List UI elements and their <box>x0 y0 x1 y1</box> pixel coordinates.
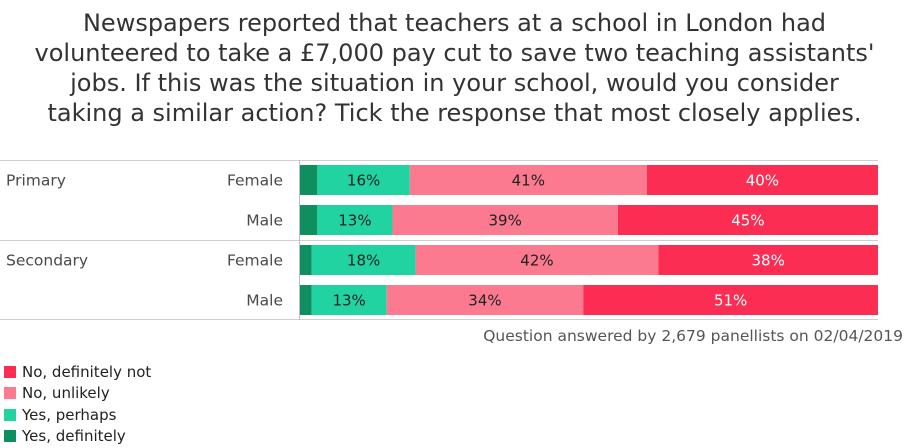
data-label: 38% <box>752 252 785 270</box>
bar-segment <box>386 285 584 315</box>
row-label: Female <box>227 252 283 270</box>
bar-segment <box>300 165 318 195</box>
data-label: 42% <box>520 252 553 270</box>
bar-segment <box>311 285 387 315</box>
legend-swatch <box>4 365 16 378</box>
bar-segment <box>583 285 878 315</box>
legend-item: No, definitely not <box>4 361 151 383</box>
bar-segment <box>409 165 647 195</box>
data-label: 39% <box>489 212 522 230</box>
bar-segment <box>392 205 618 235</box>
bar-segment <box>300 245 312 275</box>
title-line: volunteered to take a £7,000 pay cut to … <box>34 39 875 67</box>
chart-title: Newspapers reported that teachers at a s… <box>0 8 909 128</box>
data-label: 34% <box>468 292 501 310</box>
legend-swatch <box>4 387 16 400</box>
legend-label: No, definitely not <box>22 362 152 381</box>
title-line: jobs. If this was the situation in your … <box>70 69 839 97</box>
legend-label: No, unlikely <box>22 384 110 403</box>
group-label: Secondary <box>6 252 88 270</box>
bar-segment <box>300 205 318 235</box>
footnote: Question answered by 2,679 panellists on… <box>483 327 903 345</box>
data-label: 13% <box>338 212 371 230</box>
row-label: Male <box>246 212 283 230</box>
data-label: 18% <box>347 252 380 270</box>
data-label: 51% <box>714 292 747 310</box>
data-label: 13% <box>332 292 365 310</box>
legend-item: Yes, perhaps <box>4 404 151 426</box>
data-label: 16% <box>347 172 380 190</box>
legend-swatch <box>4 408 16 421</box>
bar-segment <box>317 205 393 235</box>
bar-segment <box>617 205 878 235</box>
bar-segment <box>317 165 410 195</box>
legend-swatch <box>4 430 16 443</box>
title-line: Newspapers reported that teachers at a s… <box>82 9 827 37</box>
title-line: taking a similar action? Tick the respon… <box>47 99 862 127</box>
bar-segment <box>658 245 878 275</box>
data-label: 41% <box>512 172 545 190</box>
legend-item: No, unlikely <box>4 383 151 405</box>
legend: No, definitely not No, unlikely Yes, perha… <box>4 361 151 447</box>
bar-segment <box>415 245 659 275</box>
stacked-bar-chart: Primary Female 16% 41% 40% Male 13% 39% 45% Secon… <box>0 160 878 320</box>
legend-label: Yes, definitely <box>22 427 126 446</box>
legend-label: Yes, perhaps <box>22 405 117 424</box>
data-label: 40% <box>746 172 779 190</box>
legend-item: Yes, definitely <box>4 426 151 448</box>
bar-segment <box>300 285 312 315</box>
group-label: Primary <box>6 172 66 190</box>
data-label: 45% <box>731 212 764 230</box>
bar-segment <box>646 165 878 195</box>
row-label: Male <box>246 292 283 310</box>
bar-segment <box>311 245 416 275</box>
row-label: Female <box>227 172 283 190</box>
